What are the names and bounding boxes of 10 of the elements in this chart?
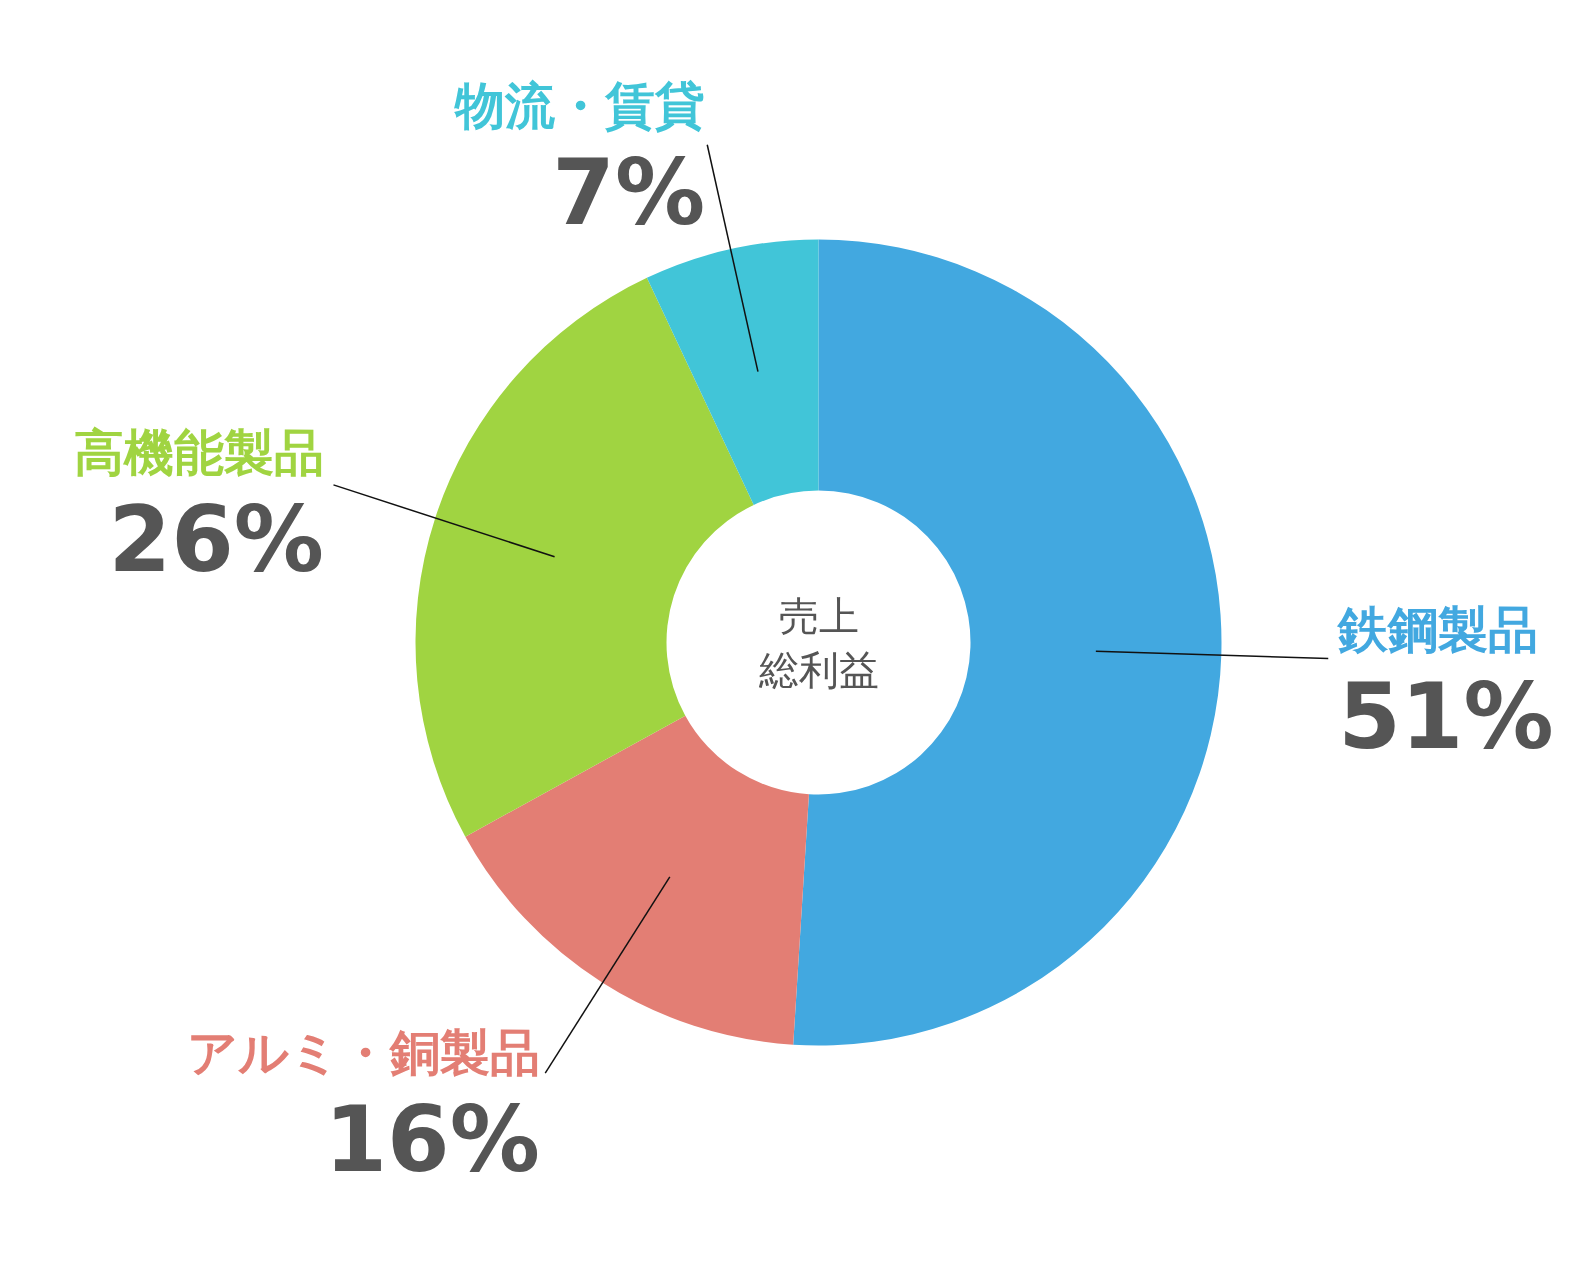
slice-label: 物流・賃貸 (454, 77, 706, 136)
data-label: 16% (324, 1086, 540, 1192)
data-label: 7% (552, 140, 706, 246)
slice-label: 鉄鋼製品 (1336, 600, 1539, 659)
text: 総利益 (757, 646, 879, 693)
text: 売上 (778, 592, 859, 639)
data-label: 51% (1338, 663, 1554, 769)
data-label: 26% (108, 486, 324, 592)
slice-label: 高機能製品 (73, 423, 324, 482)
slice-label: アルミ・銅製品 (186, 1023, 540, 1082)
